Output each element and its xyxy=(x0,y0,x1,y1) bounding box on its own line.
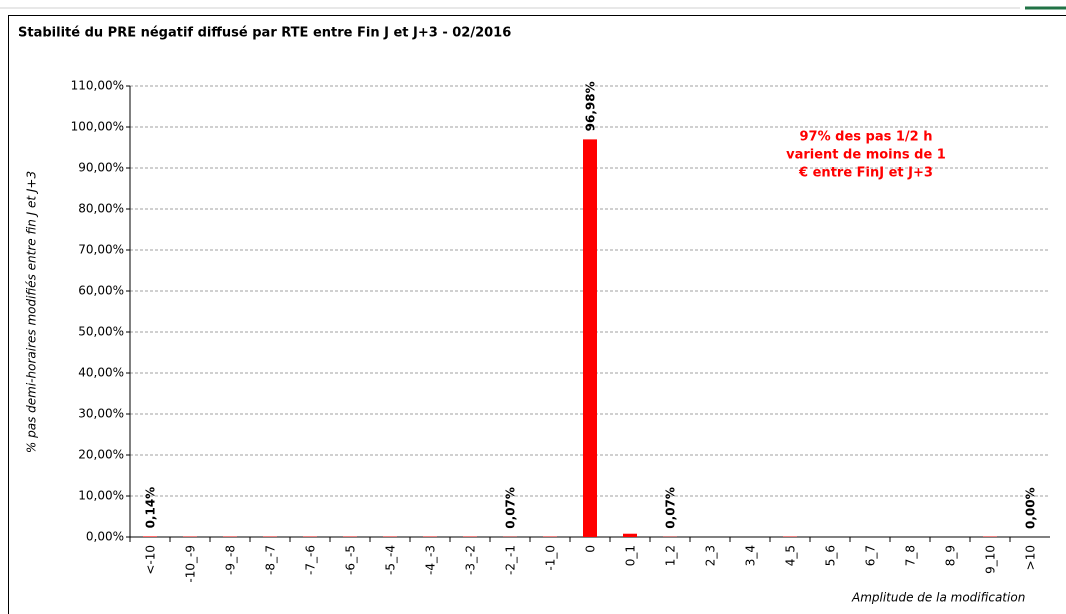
x-tick-label: -6_-5 xyxy=(344,545,358,575)
x-tick-label: -3_-2 xyxy=(464,545,478,575)
y-tick-label: 40,00% xyxy=(78,366,124,380)
bar xyxy=(143,536,157,537)
data-label: 96,98% xyxy=(584,81,598,131)
y-tick-label: 20,00% xyxy=(78,448,124,462)
x-tick-label: -1_0 xyxy=(544,545,558,571)
x-tick-label: 5_6 xyxy=(824,545,838,566)
x-tick-label: 3_4 xyxy=(744,545,758,566)
x-tick-label: -10_-9 xyxy=(184,545,198,583)
data-label: 0,07% xyxy=(664,487,678,529)
x-tick-label: -9_-8 xyxy=(224,545,238,575)
x-tick-label: 0 xyxy=(584,545,598,553)
x-tick-label: 2_3 xyxy=(704,545,718,566)
x-tick-label: 1_2 xyxy=(664,545,678,566)
y-tick-label: 80,00% xyxy=(78,202,124,216)
data-label: 0,07% xyxy=(504,487,518,529)
bar xyxy=(583,139,597,537)
x-tick-label: >10 xyxy=(1024,545,1038,570)
bar xyxy=(623,533,637,537)
x-tick-label: 8_9 xyxy=(944,545,958,566)
x-tick-label: -4_-3 xyxy=(424,545,438,575)
x-tick-label: 4_5 xyxy=(784,545,798,566)
y-axis-title: % pas demi-horaires modifiés entre fin J… xyxy=(25,171,39,453)
x-axis-title: Amplitude de la modification xyxy=(851,591,1025,605)
annotation: varient de moins de 1 xyxy=(786,148,946,163)
x-tick-label: -2_-1 xyxy=(504,545,518,575)
x-tick-label: <-10 xyxy=(144,545,158,575)
y-tick-label: 60,00% xyxy=(78,284,124,298)
x-tick-label: 7_8 xyxy=(904,545,918,566)
annotation: 97% des pas 1/2 h xyxy=(800,130,933,145)
x-tick-label: 9_10 xyxy=(984,545,998,574)
data-label: 0,00% xyxy=(1024,487,1038,529)
y-tick-label: 110,00% xyxy=(71,79,124,93)
y-tick-label: 90,00% xyxy=(78,161,124,175)
annotation: € entre FinJ et J+3 xyxy=(798,166,933,181)
y-tick-label: 30,00% xyxy=(78,407,124,421)
x-tick-label: -7_-6 xyxy=(304,545,318,575)
y-tick-label: 50,00% xyxy=(78,325,124,339)
y-tick-label: 70,00% xyxy=(78,243,124,257)
y-tick-label: 0,00% xyxy=(86,530,124,544)
x-tick-label: -8_-7 xyxy=(264,545,278,575)
y-tick-label: 100,00% xyxy=(71,120,124,134)
chart-title: Stabilité du PRE négatif diffusé par RTE… xyxy=(18,26,511,41)
data-label: 0,14% xyxy=(144,487,158,529)
y-tick-label: 10,00% xyxy=(78,489,124,503)
x-tick-label: 6_7 xyxy=(864,545,878,566)
x-tick-label: -5_-4 xyxy=(384,545,398,575)
chart-border xyxy=(8,15,1066,614)
x-tick-label: 0_1 xyxy=(624,545,638,566)
